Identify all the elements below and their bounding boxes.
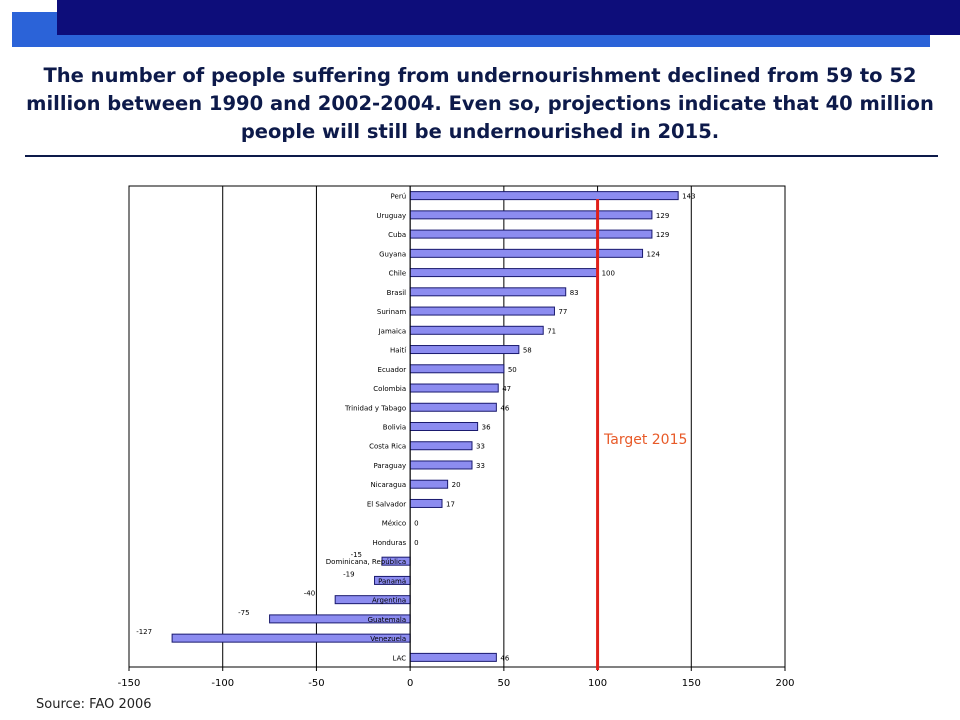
bar [409, 652, 497, 662]
value-label: 71 [547, 327, 556, 335]
value-label: -127 [136, 628, 152, 636]
value-label: -40 [304, 590, 315, 598]
category-label: Perú [391, 193, 407, 201]
value-label: 129 [656, 231, 669, 239]
x-tick-label: 100 [588, 678, 607, 689]
x-tick-label: 50 [497, 678, 510, 689]
bar [409, 287, 567, 297]
bar [409, 402, 497, 412]
category-label: El Salvador [367, 500, 406, 508]
bar [409, 306, 555, 316]
category-label: Trinidad y Tabago [344, 404, 406, 412]
target-label: Target 2015 [604, 432, 688, 448]
title-underline [25, 155, 938, 157]
value-label: -19 [343, 570, 354, 578]
category-label: Guatemala [368, 616, 407, 624]
category-label: Surinam [377, 308, 406, 316]
category-label: Argentina [372, 597, 406, 605]
value-label: 50 [508, 366, 517, 374]
slide-title: The number of people suffering from unde… [26, 64, 934, 143]
value-label: 100 [602, 270, 615, 278]
bar [409, 441, 473, 451]
value-label: -75 [238, 609, 249, 617]
value-label: 77 [558, 308, 567, 316]
x-tick-label: 0 [407, 678, 413, 689]
category-label: Haití [390, 347, 407, 355]
x-tick-label: 200 [775, 678, 794, 689]
value-label: 129 [656, 212, 669, 220]
bar [409, 229, 653, 239]
category-label: Brasil [387, 289, 407, 297]
value-label: 33 [476, 462, 485, 470]
category-label: Cuba [388, 231, 406, 239]
value-label: 47 [502, 385, 511, 393]
value-label: 0 [414, 539, 418, 547]
bar [409, 248, 644, 258]
bar [409, 383, 499, 393]
category-label: Bolivia [383, 424, 406, 432]
bar [409, 268, 599, 278]
value-label: 46 [500, 654, 509, 662]
category-label: Ecuador [378, 366, 407, 374]
category-label: Uruguay [376, 212, 406, 220]
x-tick-label: -50 [308, 678, 324, 689]
value-label: 46 [500, 404, 509, 412]
bar [409, 422, 479, 431]
bar [409, 191, 679, 201]
value-label: 124 [647, 250, 661, 258]
x-tick-label: -150 [118, 678, 141, 689]
source-note: Source: FAO 2006 [36, 697, 152, 712]
value-label: 17 [446, 500, 455, 508]
category-label: Venezuela [370, 635, 406, 643]
category-label: Nicaragua [370, 481, 406, 489]
category-label: Guyana [379, 250, 406, 258]
x-tick-label: -100 [211, 678, 234, 689]
value-label: 0 [414, 520, 418, 528]
category-label: Dominicana, República [326, 558, 406, 566]
bar [409, 210, 653, 220]
bar [409, 325, 544, 335]
category-label: Costa Rica [369, 443, 406, 451]
category-label: Jamaica [378, 327, 407, 335]
bar [409, 345, 520, 355]
category-label: Paraguay [373, 462, 406, 470]
plot-frame [128, 185, 786, 668]
category-label: Colombia [373, 385, 406, 393]
value-label: 83 [570, 289, 579, 297]
value-label: -15 [351, 551, 362, 559]
category-label: Panamá [378, 577, 406, 585]
x-tick-label: 150 [682, 678, 701, 689]
bar [409, 498, 443, 508]
bar [409, 460, 473, 470]
category-label: México [382, 520, 406, 528]
bar [409, 364, 505, 374]
category-label: Honduras [372, 539, 406, 547]
category-label: Chile [389, 270, 407, 278]
value-label: 20 [452, 481, 461, 489]
value-label: 143 [682, 193, 695, 201]
header-band-dark [57, 0, 960, 35]
value-label: 58 [523, 347, 532, 355]
value-label: 33 [476, 443, 485, 451]
bar [409, 479, 449, 489]
category-label: LAC [393, 654, 407, 662]
value-label: 36 [482, 424, 491, 432]
